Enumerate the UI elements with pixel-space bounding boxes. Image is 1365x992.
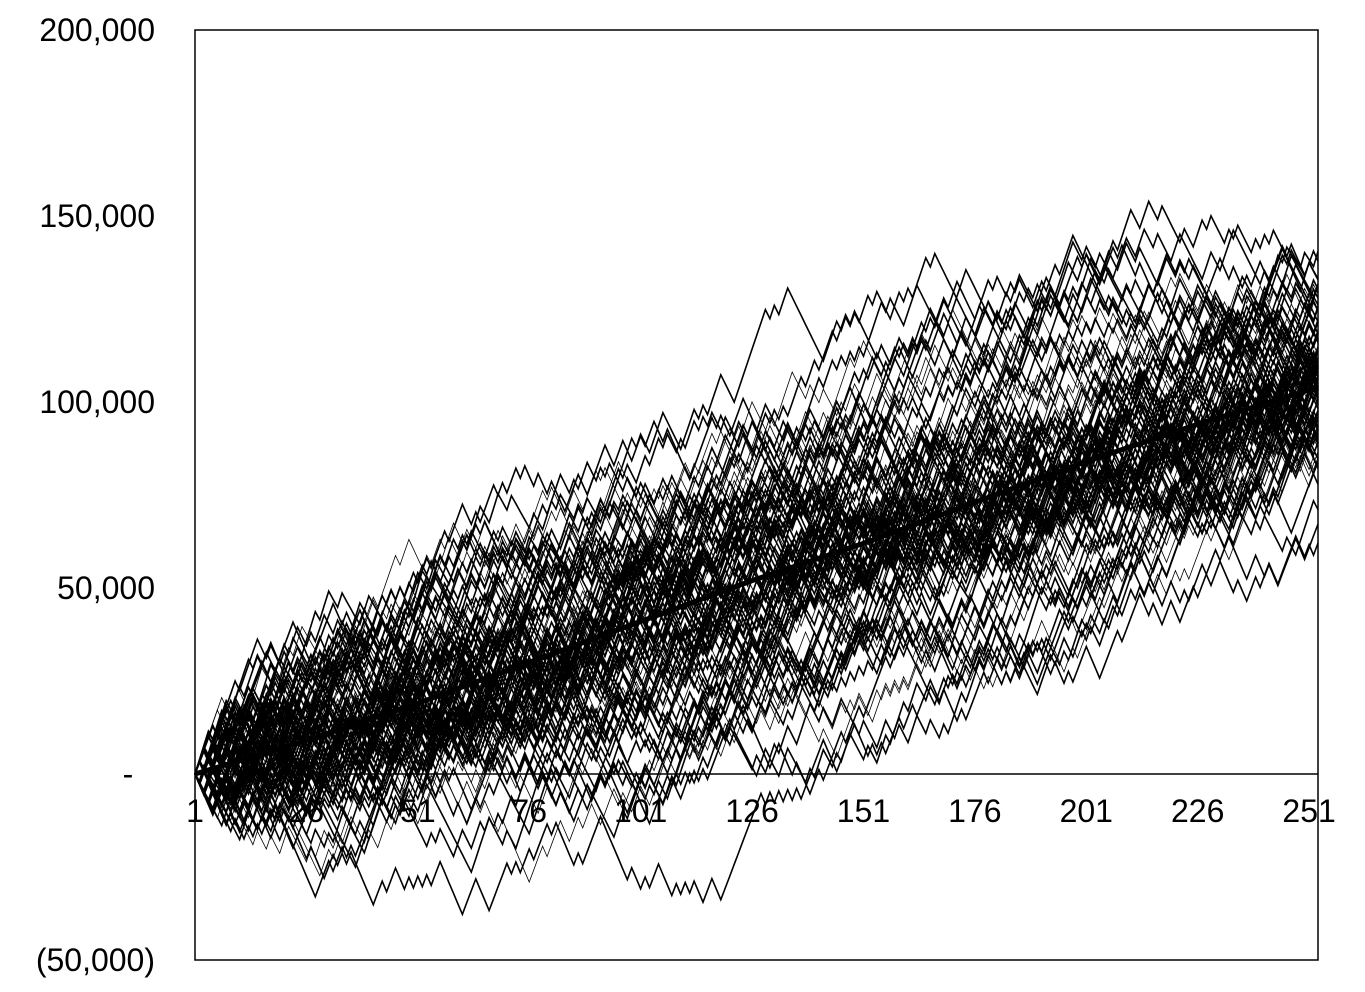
x-tick-label: 1 xyxy=(186,793,204,829)
y-tick-label: - xyxy=(123,756,134,792)
x-tick-label: 176 xyxy=(948,793,1001,829)
simulated-path xyxy=(194,359,1319,785)
simulated-path xyxy=(194,460,1319,835)
simulated-path xyxy=(194,242,1319,818)
y-tick-label: 150,000 xyxy=(39,198,155,234)
y-tick-label: 200,000 xyxy=(39,12,155,48)
simulated-path xyxy=(194,373,1319,785)
simulated-path xyxy=(194,359,1319,785)
simulated-path xyxy=(194,299,1319,877)
x-tick-label: 76 xyxy=(511,793,547,829)
x-tick-label: 101 xyxy=(614,793,667,829)
simulated-path xyxy=(194,533,1319,899)
simulated-path xyxy=(194,385,1319,806)
x-tick-label: 51 xyxy=(400,793,436,829)
simulated-path xyxy=(194,373,1319,775)
x-tick-label: 226 xyxy=(1171,793,1224,829)
x-tick-label: 201 xyxy=(1060,793,1113,829)
simulated-path xyxy=(194,272,1319,790)
simulated-path xyxy=(194,267,1319,791)
simulated-path xyxy=(194,373,1319,813)
y-tick-label: 50,000 xyxy=(57,570,155,606)
x-tick-label: 26 xyxy=(289,793,325,829)
x-tick-label: 151 xyxy=(837,793,890,829)
simulated-path xyxy=(194,308,1319,813)
simulated-path xyxy=(194,378,1319,789)
simulated-path xyxy=(194,347,1319,786)
simulated-path xyxy=(194,338,1319,841)
simulated-path xyxy=(194,364,1319,815)
simulated-path xyxy=(194,241,1319,816)
mean-path xyxy=(194,384,1319,777)
simulated-path xyxy=(194,523,1319,917)
simulated-path xyxy=(194,351,1319,863)
y-axis-tick-labels: 200,000 150,000 100,000 50,000 - (50,000) xyxy=(36,12,155,978)
simulated-path xyxy=(194,435,1319,816)
y-tick-label: (50,000) xyxy=(36,942,155,978)
simulated-path xyxy=(194,366,1319,786)
simulated-path xyxy=(194,199,1319,786)
x-axis-tick-labels: 1 26 51 76 101 126 151 176 201 226 251 xyxy=(186,793,1336,829)
y-tick-label: 100,000 xyxy=(39,384,155,420)
simulated-path xyxy=(194,398,1319,792)
x-tick-label: 251 xyxy=(1282,793,1335,829)
x-tick-label: 126 xyxy=(725,793,778,829)
simulated-paths xyxy=(194,199,1319,917)
simulated-path xyxy=(194,243,1319,775)
plot-frame xyxy=(194,29,1319,961)
simulated-path xyxy=(194,319,1319,834)
simulated-path xyxy=(194,394,1319,785)
mean-path-group xyxy=(194,384,1319,777)
